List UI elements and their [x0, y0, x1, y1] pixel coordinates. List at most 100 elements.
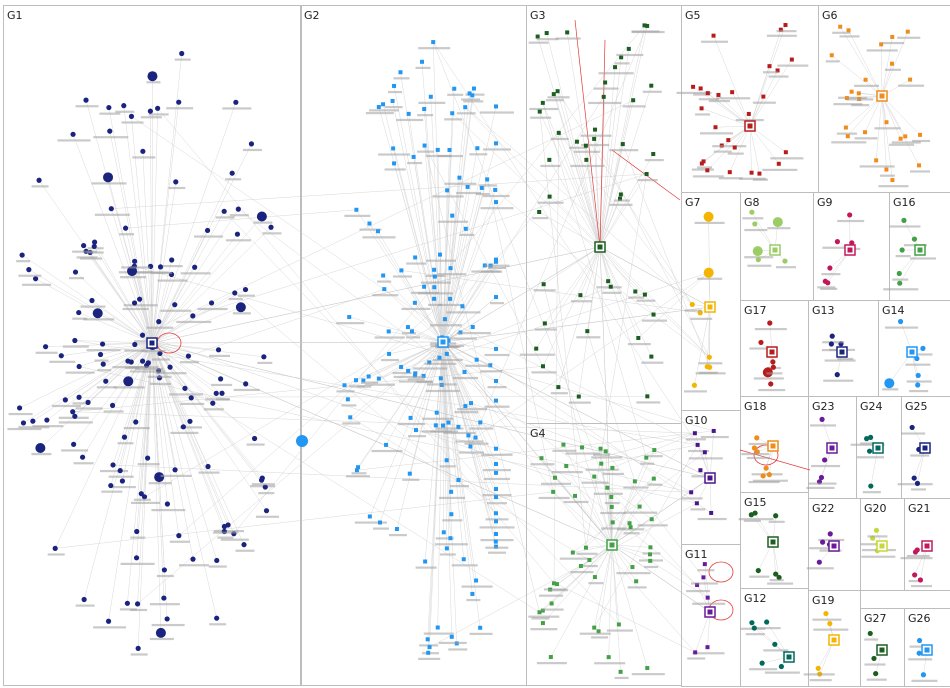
node-g1-18	[89, 297, 95, 304]
node-label-g6-20	[854, 84, 880, 87]
node-label-g1-22	[149, 637, 174, 641]
node-label-g1-111	[168, 393, 203, 396]
node-g1-118	[109, 402, 116, 408]
node-g2-35	[407, 471, 412, 476]
edge-g2-127	[437, 341, 444, 628]
node-label-g21-1	[908, 579, 923, 583]
node-g7-1	[706, 354, 712, 360]
edge-g2-9	[430, 96, 444, 343]
node-label-g2-100	[401, 332, 416, 335]
node-g2-3	[470, 591, 475, 596]
edge-g24-0	[870, 447, 879, 487]
node-label-g1-85	[194, 235, 224, 238]
group-label-g3: G3	[530, 9, 546, 22]
node-label-g3-19	[616, 53, 644, 57]
node-label-g2-68	[406, 262, 427, 265]
node-g2-110	[381, 102, 386, 107]
node-g1-68	[76, 363, 82, 370]
node-label-g3-15	[598, 72, 634, 75]
node-label-g4-23	[579, 632, 611, 635]
node-label-g2-12	[490, 302, 504, 305]
edge-g2-60	[442, 187, 483, 343]
node-g9-4	[847, 212, 853, 218]
hub-core-g6	[879, 93, 885, 99]
node-g1-40	[139, 332, 146, 338]
edge-g2-120	[442, 143, 497, 343]
node-label-g2-117	[484, 264, 510, 267]
node-label-g5-3	[716, 97, 751, 100]
node-g4-11	[618, 669, 623, 674]
hub-core-g24	[875, 445, 881, 451]
node-g3-39	[585, 329, 590, 334]
node-label-g6-21	[846, 98, 874, 101]
node-label-g3-33	[602, 291, 622, 294]
node-label-g2-6	[359, 228, 382, 231]
node-g4-5	[605, 485, 610, 490]
node-g16-5	[911, 236, 918, 242]
node-label-g2-45	[461, 98, 481, 101]
node-label-g6-22	[882, 41, 905, 45]
node-label-g1-76	[160, 474, 192, 477]
edge-g4-37	[539, 544, 613, 613]
node-g6-15	[889, 61, 894, 66]
cross-edge-g3-g4-1	[539, 111, 587, 548]
node-g1-121	[156, 319, 162, 325]
node-g3-3	[540, 364, 545, 369]
node-label-g2-90	[422, 652, 440, 655]
node-label-g2-79	[469, 427, 494, 430]
node-g4-33	[561, 442, 566, 447]
node-g1-123	[121, 434, 128, 440]
group-label-g12: G12	[744, 592, 767, 605]
hub-core-g18	[770, 443, 776, 449]
edge-g1-83	[151, 208, 239, 344]
edge-g7-1	[709, 306, 711, 358]
node-g2-5	[394, 527, 399, 532]
edge-g5-24	[701, 108, 751, 127]
node-label-g3-6	[529, 107, 559, 111]
node-label-g2-131	[463, 100, 484, 103]
node-g3-26	[620, 142, 625, 147]
node-g7-3	[704, 364, 710, 370]
node-label-g1-5	[119, 608, 137, 611]
edge-g3-18	[557, 91, 601, 248]
node-label-g9-3	[817, 286, 836, 289]
node-label-g1-77	[233, 388, 260, 392]
edge-g1-128	[151, 181, 177, 344]
node-label-g5-14	[712, 145, 747, 148]
edge-g1-130	[151, 342, 225, 532]
node-label-g1-25	[148, 113, 169, 116]
node-g2-15	[392, 83, 397, 88]
node-label-g1-66	[122, 307, 149, 311]
node-g3-29	[541, 282, 546, 287]
edge-g10-3	[694, 433, 711, 479]
node-label-g25-2	[910, 488, 926, 491]
group-label-g20: G20	[864, 502, 887, 515]
node-label-g27-2	[866, 678, 887, 681]
node-label-g3-45	[573, 150, 600, 153]
node-label-g2-106	[371, 449, 403, 453]
node-g2-79	[478, 420, 483, 425]
node-g3-42	[651, 152, 656, 157]
node-g3-8	[556, 130, 561, 135]
node-g4-44	[592, 575, 597, 580]
node-label-g4-38	[551, 470, 583, 474]
node-g2-113	[494, 379, 498, 384]
node-g1-127	[52, 545, 58, 551]
node-g1-115	[251, 435, 258, 442]
edge-g1-134	[151, 234, 238, 344]
node-g4-39	[540, 621, 545, 626]
node-label-g2-32	[398, 422, 426, 426]
node-g1-139	[117, 468, 123, 474]
node-g2-103	[456, 477, 461, 482]
node-label-g1-101	[135, 367, 164, 371]
edge-g3-14	[544, 246, 601, 324]
node-g7-4	[703, 211, 714, 222]
node-label-g2-9	[418, 101, 446, 104]
node-label-g4-1	[647, 483, 663, 486]
node-label-g2-38	[445, 337, 477, 340]
node-label-g1-18	[80, 305, 106, 308]
node-g2-137	[450, 111, 455, 116]
node-g23-1	[819, 416, 825, 422]
cross-edge-g1-g2-1	[144, 318, 446, 497]
